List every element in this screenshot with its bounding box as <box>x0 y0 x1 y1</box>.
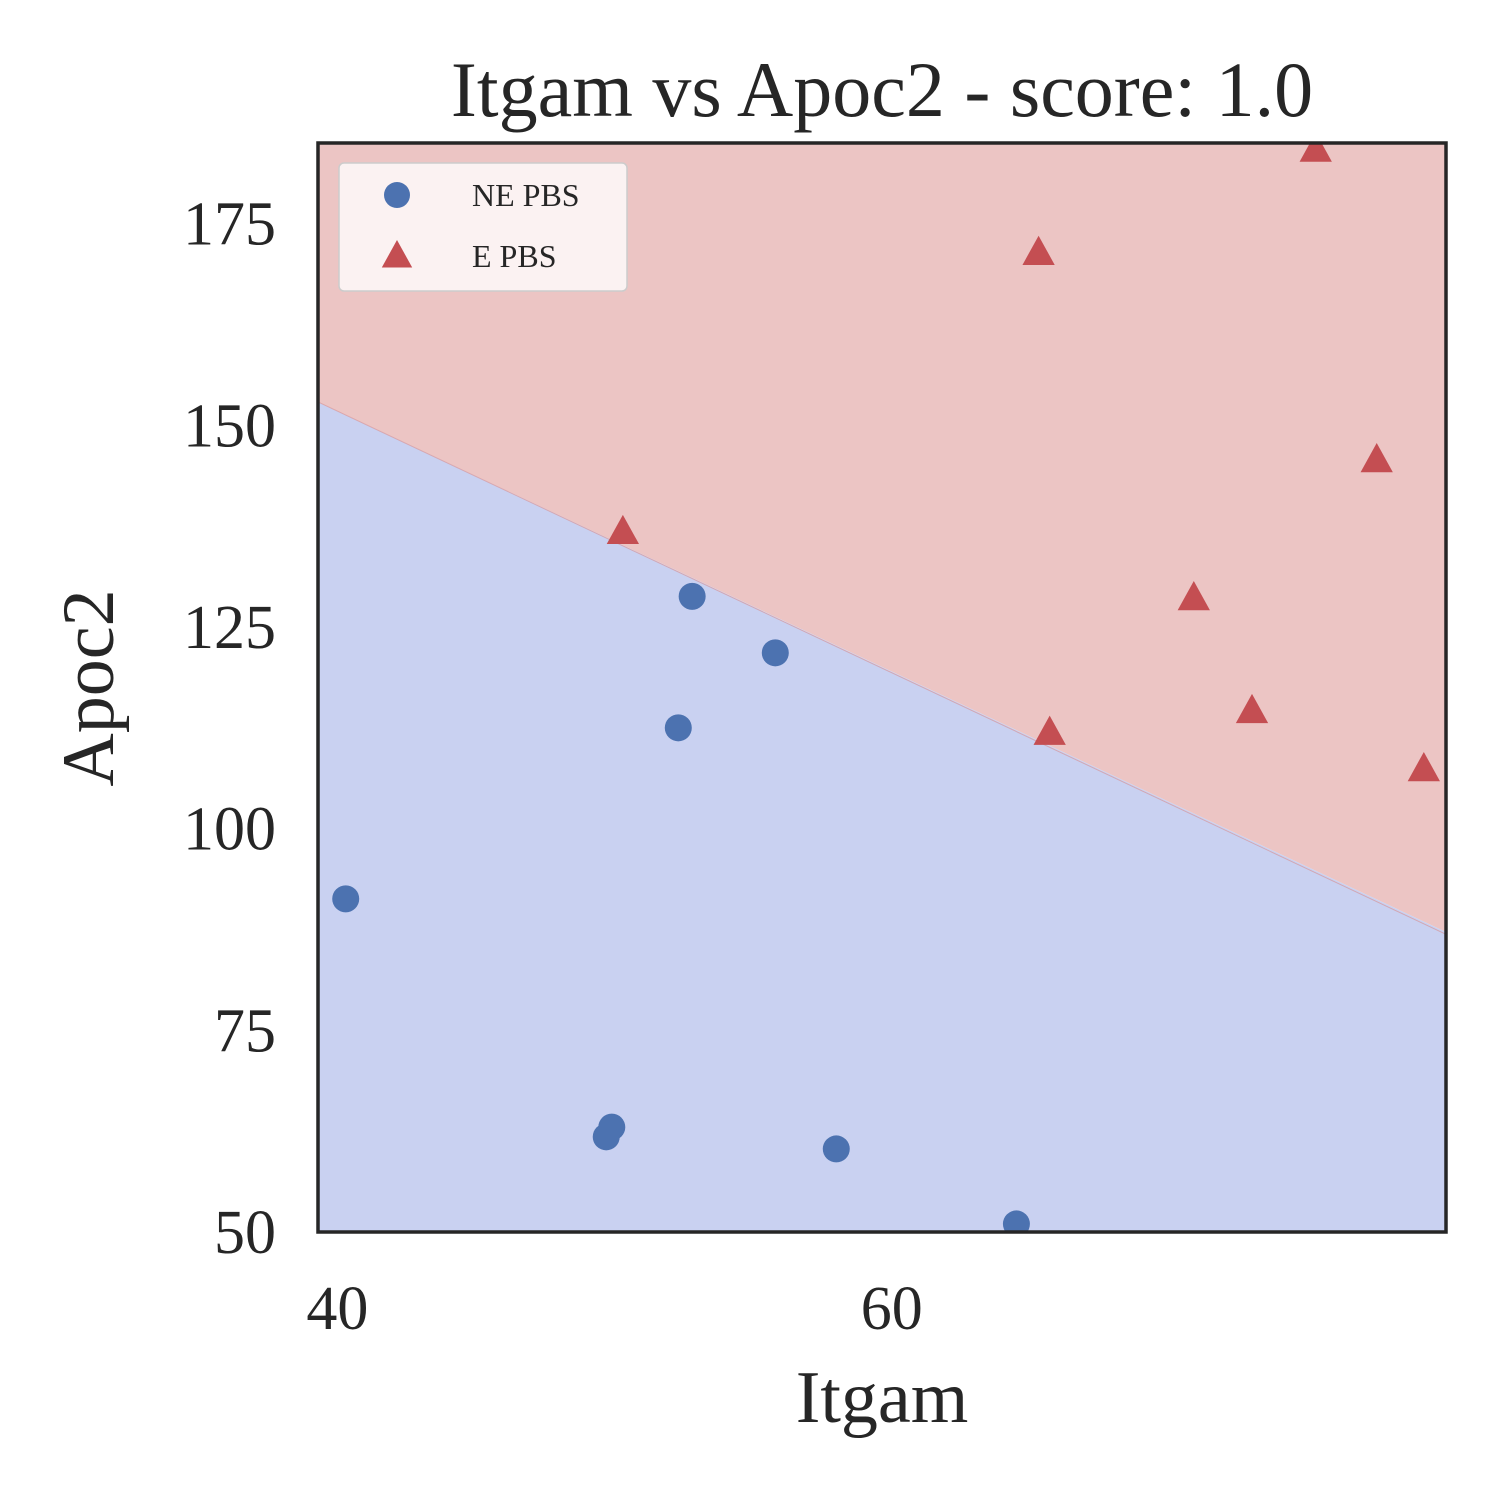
decision-boundary-line <box>318 401 1446 935</box>
y-axis-ticks: 50 75 100 125 150 175 <box>183 191 276 1267</box>
data-points <box>332 143 1440 1232</box>
y-tick-label: 150 <box>183 392 276 460</box>
x-tick-label: 40 <box>306 1275 368 1343</box>
x-axis-ticks: 40 60 <box>306 1275 922 1343</box>
ne-pbs-point <box>678 582 706 610</box>
chart-title: Itgam vs Apoc2 - score: 1.0 <box>451 46 1313 133</box>
ne-pbs-point <box>664 714 692 742</box>
e-pbs-point <box>1407 751 1440 782</box>
ne-pbs-point <box>822 1135 850 1163</box>
ne-pbs-point <box>1002 1210 1030 1232</box>
legend-marker <box>384 182 410 208</box>
e-pbs-point <box>606 514 640 545</box>
e-pbs-point <box>1235 693 1269 724</box>
y-tick-label: 50 <box>214 1199 276 1267</box>
legend-marker <box>381 240 413 268</box>
plot-area <box>318 143 1446 1232</box>
ne-pbs-point <box>598 1113 626 1141</box>
ne-pbs-point <box>761 639 789 667</box>
ne-pbs-point <box>332 885 360 913</box>
x-axis-label: Itgam <box>796 1357 969 1439</box>
x-tick-label: 60 <box>861 1275 923 1343</box>
e-pbs-point <box>1033 715 1066 745</box>
e-pbs-point <box>1022 235 1055 265</box>
legend-label: E PBS <box>472 238 556 274</box>
y-tick-label: 100 <box>183 796 276 864</box>
ne-pbs-decision-region <box>318 401 1446 1232</box>
legend-box <box>338 162 628 292</box>
legend-label: NE PBS <box>472 177 580 213</box>
y-tick-label: 125 <box>183 594 276 662</box>
e-pbs-point <box>1177 580 1210 611</box>
y-axis-label: Apoc2 <box>48 589 130 786</box>
e-pbs-decision-region <box>318 143 1446 932</box>
e-pbs-point <box>1299 143 1332 162</box>
y-tick-label: 175 <box>183 191 276 259</box>
y-tick-label: 75 <box>214 997 276 1065</box>
e-pbs-point <box>1360 443 1393 473</box>
legend: NE PBS E PBS <box>338 162 628 292</box>
plot-frame <box>316 141 1448 1234</box>
